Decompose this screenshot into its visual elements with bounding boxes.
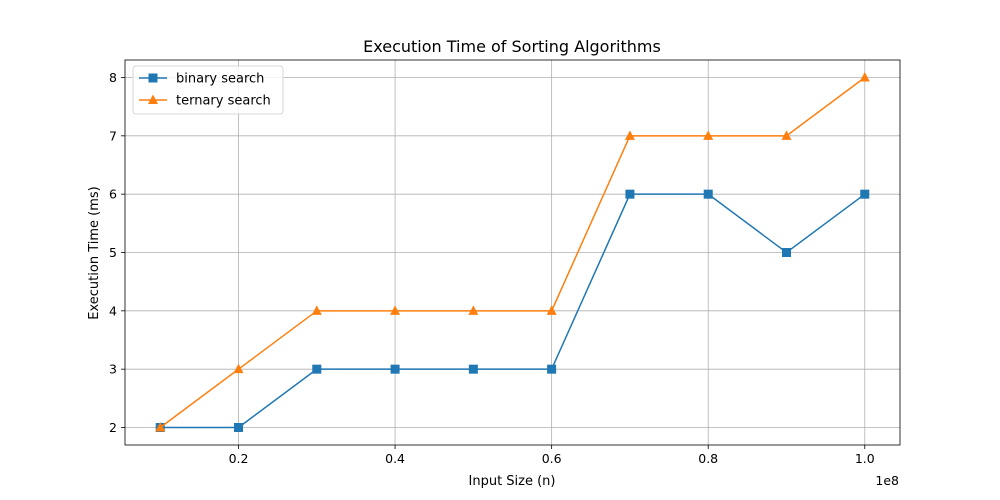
x-tick-label: 0.8 [698, 451, 718, 466]
legend-box [132, 65, 284, 115]
series-line-binary-search [160, 193, 866, 429]
x-axis-offset-label: 1e8 [875, 473, 899, 488]
x-tick-label: 1.0 [855, 451, 875, 466]
legend-marker-ternary-search [148, 94, 158, 104]
x-axis: 0.2 0.4 0.6 0.8 1.0 [229, 445, 875, 466]
y-tick-label: 3 [109, 362, 117, 377]
series-ternary-search [155, 72, 870, 432]
y-tick-label: 8 [109, 70, 117, 85]
data-point-binary-search [547, 364, 557, 374]
y-tick-label: 5 [109, 245, 117, 260]
y-tick-label: 4 [109, 303, 117, 318]
data-point-binary-search [860, 189, 870, 199]
data-point-ternary-search [624, 130, 635, 140]
legend-label-binary-search: binary search [176, 72, 264, 87]
data-point-ternary-search [155, 422, 166, 432]
data-point-ternary-search [859, 72, 870, 82]
legend: binary search ternary search [132, 65, 284, 115]
x-tick-label: 0.4 [385, 451, 405, 466]
data-point-binary-search [390, 364, 400, 374]
x-tick-label: 0.2 [229, 451, 249, 466]
legend-label-ternary-search: ternary search [176, 94, 271, 109]
data-point-binary-search [468, 364, 478, 374]
data-point-ternary-search [390, 305, 401, 315]
legend-item-binary-search: binary search [139, 72, 264, 87]
legend-marker-binary-search [148, 73, 158, 83]
x-axis-label: Input Size (n) [469, 474, 556, 489]
series-line-ternary-search [159, 76, 866, 429]
series-layer [155, 72, 870, 432]
data-point-ternary-search [703, 130, 714, 140]
y-axis-label: Execution Time (ms) [87, 186, 102, 319]
data-point-binary-search [625, 189, 635, 199]
data-point-ternary-search [311, 305, 322, 315]
legend-item-ternary-search: ternary search [139, 94, 271, 109]
data-point-binary-search [781, 248, 791, 257]
y-tick-label: 2 [109, 420, 117, 435]
y-tick-label: 6 [109, 187, 117, 202]
data-point-ternary-search [781, 130, 792, 140]
data-point-ternary-search [546, 305, 557, 315]
data-point-binary-search [703, 189, 713, 199]
data-point-ternary-search [233, 363, 244, 374]
y-axis: 2 3 4 5 6 7 8 [109, 70, 125, 435]
chart-title: Execution Time of Sorting Algorithms [363, 37, 661, 56]
data-point-ternary-search [468, 305, 479, 315]
y-tick-label: 7 [109, 128, 117, 143]
x-tick-label: 0.6 [542, 451, 562, 466]
data-point-binary-search [234, 423, 244, 432]
data-point-binary-search [312, 364, 322, 374]
